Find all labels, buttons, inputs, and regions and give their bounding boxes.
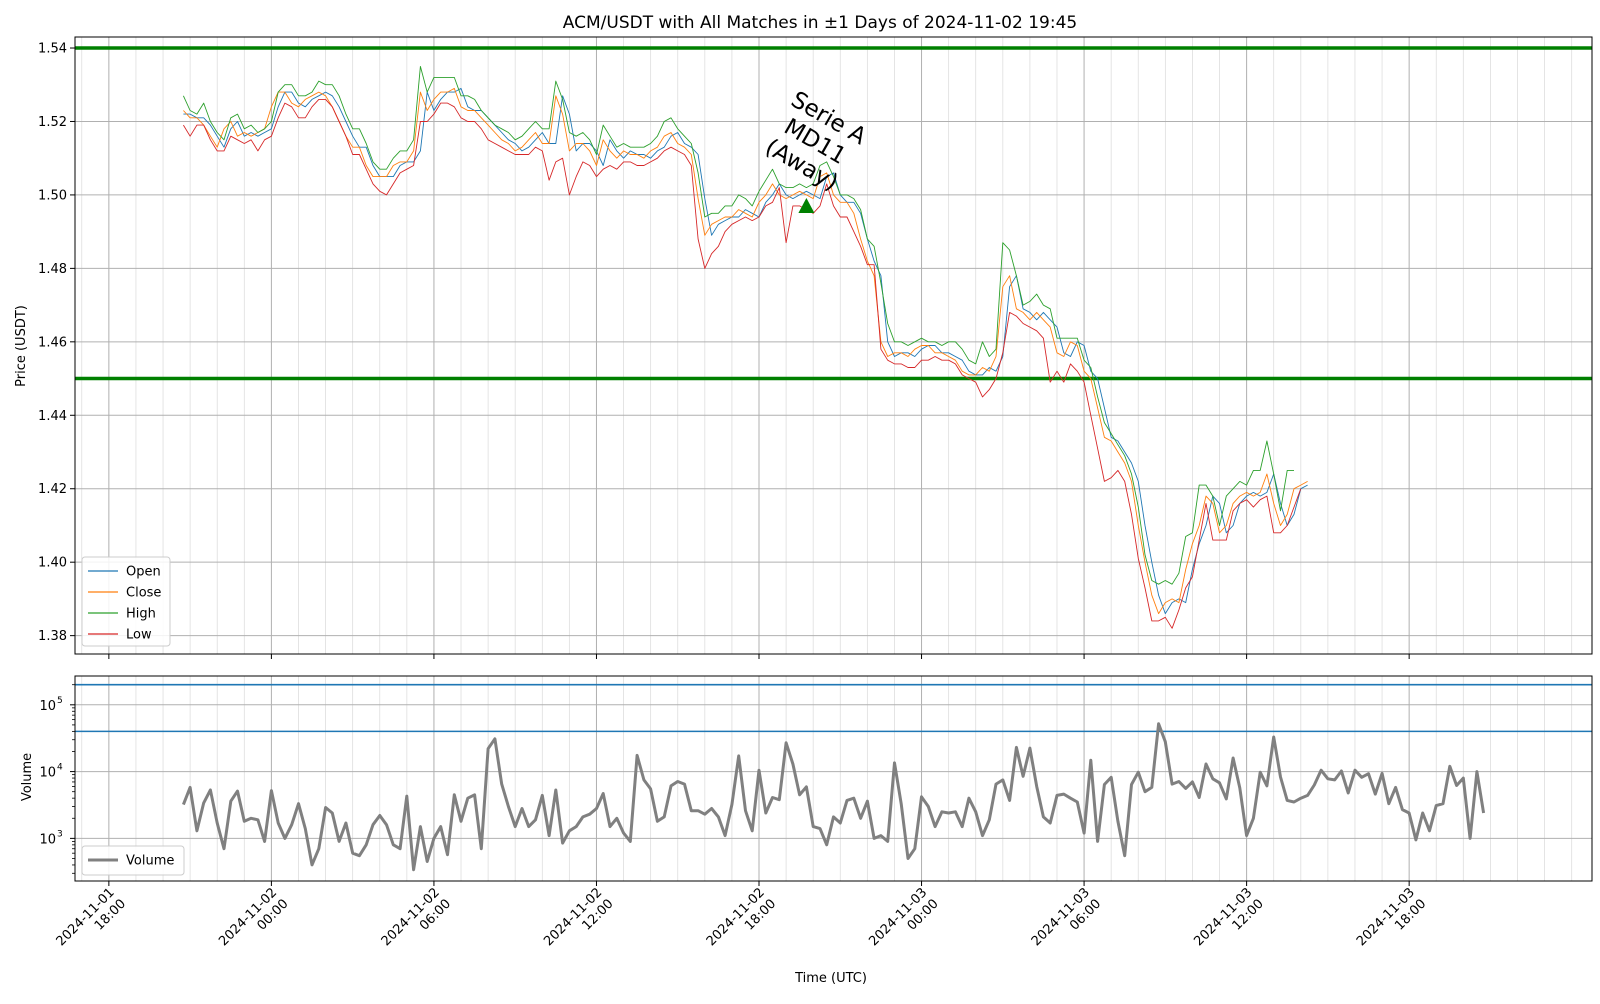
price-y-tick-label: 1.46 — [38, 335, 67, 350]
price-axes-frame — [74, 36, 1593, 655]
price-series-open — [183, 87, 1308, 615]
chart-title: ACM/USDT with All Matches in ±1 Days of … — [563, 13, 1077, 33]
price-legend: Open Close High Low — [81, 556, 171, 647]
price-y-tick-label: 1.54 — [38, 42, 67, 57]
price-axis-label: Price (USDT) — [14, 305, 29, 387]
volume-legend: Volume — [81, 845, 185, 876]
volume-y-tick-exponent: 4 — [57, 763, 63, 773]
match-marker-triangle — [798, 197, 815, 213]
volume-y-tick-label: 10 — [39, 832, 56, 847]
price-panel: 1.38 1.40 1.42 1.44 1.46 1.48 1.50 1.52 1.54 Seri… — [38, 36, 1593, 659]
x-axis-label: Time (UTC) — [794, 971, 867, 986]
price-y-tick-label: 1.50 — [38, 188, 67, 203]
volume-axes-frame — [74, 675, 1593, 882]
price-y-tick-label: 1.52 — [38, 115, 67, 130]
volume-y-tick-label: 10 — [39, 699, 56, 714]
legend-label-low: Low — [126, 628, 152, 643]
volume-legend-box — [81, 845, 185, 876]
legend-label-close: Close — [126, 586, 161, 601]
volume-axis-label: Volume — [20, 753, 35, 801]
price-y-tick-label: 1.38 — [38, 629, 67, 644]
price-series-close — [183, 87, 1308, 615]
legend-label-volume: Volume — [126, 854, 174, 869]
price-y-tick-label: 1.48 — [38, 262, 67, 277]
price-series-low — [183, 98, 1302, 629]
price-legend-box — [81, 556, 171, 647]
volume-y-tick-label: 10 — [39, 766, 56, 781]
legend-label-open: Open — [126, 565, 161, 580]
volume-y-tick-exponent: 5 — [57, 696, 63, 706]
price-y-tick-label: 1.44 — [38, 409, 67, 424]
volume-y-tick-exponent: 3 — [57, 829, 63, 839]
price-series-high — [182, 65, 1294, 585]
price-y-tick-label: 1.40 — [38, 556, 67, 571]
legend-label-high: High — [126, 607, 156, 622]
volume-series-line — [182, 722, 1486, 872]
price-y-tick-label: 1.42 — [38, 482, 67, 497]
